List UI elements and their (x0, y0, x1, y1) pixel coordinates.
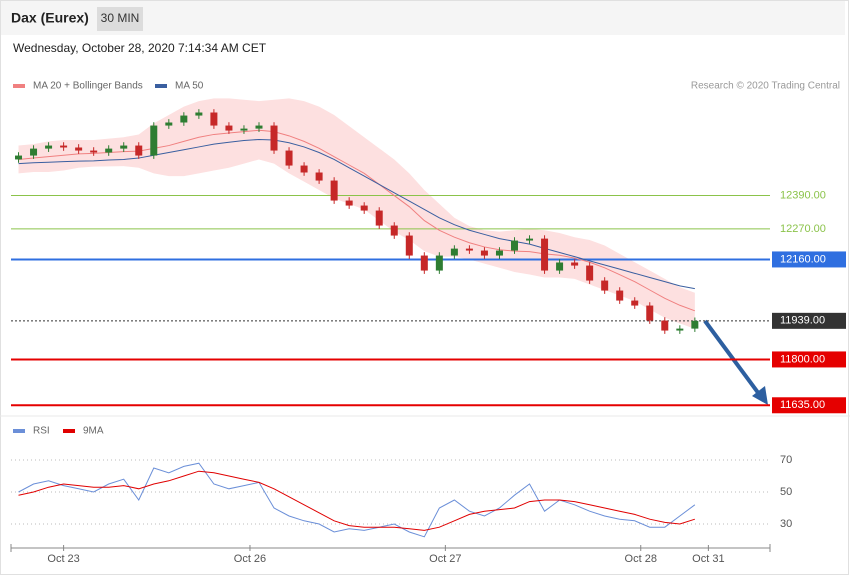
candle-body (465, 248, 473, 251)
candle-body (360, 205, 368, 211)
candle-body (60, 145, 68, 148)
candle-body (510, 240, 518, 251)
candle-body (661, 320, 669, 331)
candle-body (300, 165, 308, 173)
candle-body (375, 210, 383, 226)
candle-body (45, 145, 53, 149)
candle-body (345, 200, 353, 206)
candle-body (601, 280, 609, 291)
level-label: 11800.00 (780, 353, 825, 365)
rsi-line (18, 470, 696, 531)
y-tick-label: 70 (780, 454, 792, 466)
candle-body (556, 262, 564, 271)
legend-label: RSI (33, 426, 50, 437)
source: Research © 2020 Trading Central (691, 81, 840, 92)
candle-body (15, 155, 23, 160)
candle-body (210, 112, 218, 126)
subtitle: Wednesday, October 28, 2020 7:14:34 AM C… (13, 41, 267, 55)
x-tick-label: Oct 28 (625, 553, 657, 565)
candle-body (120, 145, 128, 149)
ma-line (18, 129, 696, 312)
interval-box (97, 7, 143, 31)
x-tick-label: Oct 31 (692, 553, 724, 565)
legend-label: MA 20 + Bollinger Bands (33, 81, 143, 92)
candle-body (390, 225, 398, 236)
candle-body (691, 320, 699, 329)
candle-body (495, 250, 503, 256)
candle-body (255, 125, 263, 129)
candle-body (405, 235, 413, 256)
candle-body (225, 125, 233, 131)
candle-body (435, 255, 443, 271)
x-tick-label: Oct 26 (234, 553, 266, 565)
candle-body (330, 180, 338, 201)
level-label-box (772, 397, 846, 414)
candle-body (285, 150, 293, 166)
level-label: 12390.00 (780, 189, 826, 201)
candle-body (541, 238, 549, 271)
interval: 30 MIN (101, 11, 140, 25)
candle-body (195, 112, 203, 116)
level-label: 11939.00 (780, 315, 825, 327)
level-label: 11635.00 (780, 399, 825, 411)
legend-swatch (13, 84, 25, 88)
level-label-box (772, 251, 846, 268)
candle-body (616, 290, 624, 301)
candle-body (450, 248, 458, 256)
legend-label: MA 50 (175, 81, 204, 92)
chart-title: Dax (Eurex) (11, 10, 89, 26)
candle-body (135, 145, 143, 156)
candle-body (420, 255, 428, 271)
candle-body (631, 300, 639, 306)
candle-body (30, 148, 38, 156)
forecast-arrow-head (752, 386, 768, 405)
legend-swatch (13, 429, 25, 433)
candle-body (180, 115, 188, 123)
candle-body (646, 305, 654, 321)
ma-line (18, 138, 695, 290)
candle-body (676, 328, 684, 331)
candle-body (571, 262, 579, 266)
candle-body (270, 125, 278, 151)
bollinger-band (18, 98, 695, 329)
y-tick-label: 50 (780, 486, 792, 498)
level-label-box (772, 351, 846, 368)
candle-body (150, 125, 158, 156)
x-tick-label: Oct 23 (47, 553, 79, 565)
level-label-box (772, 312, 846, 329)
legend-swatch (63, 429, 75, 433)
candle-body (586, 265, 594, 281)
x-tick-label: Oct 27 (429, 553, 461, 565)
y-tick-label: 30 (780, 518, 792, 530)
candle-body (165, 122, 173, 126)
legend-swatch (155, 84, 167, 88)
candle-body (526, 238, 534, 241)
candle-body (240, 128, 248, 131)
level-label: 12160.00 (780, 253, 826, 265)
legend-label: 9MA (83, 426, 104, 437)
candle-body (75, 147, 83, 151)
candle-body (105, 148, 113, 153)
candle-body (480, 250, 488, 256)
candle-body (315, 172, 323, 181)
rsi-line (18, 462, 696, 538)
level-label: 12270.00 (780, 223, 826, 235)
candle-body (90, 150, 98, 153)
